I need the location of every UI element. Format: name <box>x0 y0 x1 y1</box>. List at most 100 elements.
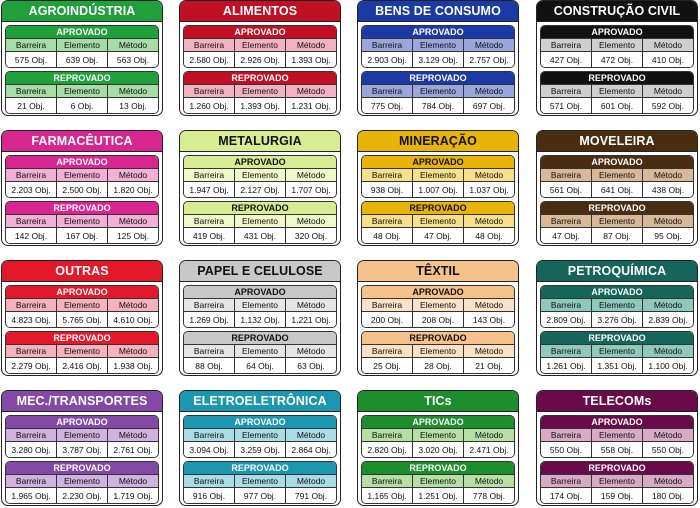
column-label-elemento: Elemento <box>592 429 643 442</box>
column-labels: Barreira Elemento Método <box>6 85 158 98</box>
value-barreira: 1.260 Obj. <box>184 98 235 113</box>
column-label-metodo: Método <box>464 345 514 358</box>
value-row: 3.094 Obj. 3.259 Obj. 2.864 Obj. <box>184 442 336 457</box>
column-label-barreira: Barreira <box>6 169 57 182</box>
column-labels: Barreira Elemento Método <box>6 475 158 488</box>
rejected-header: REPROVADO <box>184 462 336 475</box>
column-labels: Barreira Elemento Método <box>184 345 336 358</box>
column-label-barreira: Barreira <box>184 429 235 442</box>
sector-card-alimentos: ALIMENTOS APROVADO Barreira Elemento Método 2… <box>179 0 341 116</box>
column-label-barreira: Barreira <box>184 345 235 358</box>
value-barreira: 575 Obj. <box>6 52 57 67</box>
approved-section: APROVADO Barreira Elemento Método 2.820 Obj.… <box>361 415 515 458</box>
column-label-metodo: Método <box>464 169 514 182</box>
value-metodo: 697 Obj. <box>464 98 514 113</box>
value-row: 2.580 Obj. 2.926 Obj. 1.393 Obj. <box>184 52 336 67</box>
value-barreira: 1.261 Obj. <box>541 358 592 373</box>
value-elemento: 5.765 Obj. <box>57 312 108 327</box>
approved-header: APROVADO <box>184 26 336 39</box>
sector-title: PAPEL E CELULOSE <box>180 261 340 282</box>
value-row: 21 Obj. 6 Obj. 13 Obj. <box>6 98 158 113</box>
approved-header: APROVADO <box>362 416 514 429</box>
column-label-barreira: Barreira <box>362 299 413 312</box>
column-label-barreira: Barreira <box>6 215 57 228</box>
sector-title: AGROINDÚSTRIA <box>2 1 162 22</box>
approved-header: APROVADO <box>184 156 336 169</box>
value-barreira: 200 Obj. <box>362 312 413 327</box>
approved-header: APROVADO <box>541 156 693 169</box>
column-label-metodo: Método <box>643 169 693 182</box>
column-label-barreira: Barreira <box>184 475 235 488</box>
sector-card-papel-e-celulose: PAPEL E CELULOSE APROVADO Barreira Elemento… <box>179 260 341 376</box>
column-labels: Barreira Elemento Método <box>184 299 336 312</box>
sector-title: MOVELEIRA <box>537 131 697 152</box>
column-label-barreira: Barreira <box>541 169 592 182</box>
rejected-section: REPROVADO Barreira Elemento Método 1.165 Obj… <box>361 461 515 504</box>
sector-title: PETROQUÍMICA <box>537 261 697 282</box>
value-metodo: 143 Obj. <box>464 312 514 327</box>
column-label-elemento: Elemento <box>413 85 464 98</box>
column-label-barreira: Barreira <box>6 85 57 98</box>
column-labels: Barreira Elemento Método <box>6 345 158 358</box>
approved-section: APROVADO Barreira Elemento Método 4.823 Obj.… <box>5 285 159 328</box>
value-metodo: 1.221 Obj. <box>286 312 336 327</box>
approved-header: APROVADO <box>541 416 693 429</box>
value-elemento: 472 Obj. <box>592 52 643 67</box>
value-row: 2.279 Obj. 2.416 Obj. 1.938 Obj. <box>6 358 158 373</box>
value-metodo: 125 Obj. <box>108 228 158 243</box>
value-elemento: 2.500 Obj. <box>57 182 108 197</box>
column-label-metodo: Método <box>108 169 158 182</box>
value-barreira: 419 Obj. <box>184 228 235 243</box>
value-elemento: 3.259 Obj. <box>235 442 286 457</box>
column-label-metodo: Método <box>464 215 514 228</box>
column-labels: Barreira Elemento Método <box>541 215 693 228</box>
approved-header: APROVADO <box>6 286 158 299</box>
column-label-elemento: Elemento <box>592 85 643 98</box>
value-barreira: 1.965 Obj. <box>6 488 57 503</box>
column-label-elemento: Elemento <box>235 429 286 442</box>
value-elemento: 2.127 Obj. <box>235 182 286 197</box>
rejected-header: REPROVADO <box>6 332 158 345</box>
value-elemento: 2.926 Obj. <box>235 52 286 67</box>
sector-card-eletroeletronica: ELETROELETRÔNICA APROVADO Barreira Elemento… <box>179 390 341 506</box>
sector-title: TELECOMs <box>537 391 697 412</box>
value-metodo: 2.471 Obj. <box>464 442 514 457</box>
value-barreira: 1.165 Obj. <box>362 488 413 503</box>
rejected-header: REPROVADO <box>362 462 514 475</box>
value-metodo: 13 Obj. <box>108 98 158 113</box>
value-elemento: 87 Obj. <box>592 228 643 243</box>
column-label-elemento: Elemento <box>413 345 464 358</box>
approved-header: APROVADO <box>6 416 158 429</box>
value-metodo: 95 Obj. <box>643 228 693 243</box>
column-label-elemento: Elemento <box>592 299 643 312</box>
sector-card-petroquimica: PETROQUÍMICA APROVADO Barreira Elemento Méto… <box>536 260 698 376</box>
column-label-metodo: Método <box>286 429 336 442</box>
column-label-barreira: Barreira <box>6 429 57 442</box>
value-row: 2.809 Obj. 3.276 Obj. 2.839 Obj. <box>541 312 693 327</box>
column-label-elemento: Elemento <box>57 39 108 52</box>
value-elemento: 64 Obj. <box>235 358 286 373</box>
column-labels: Barreira Elemento Método <box>362 39 514 52</box>
value-barreira: 938 Obj. <box>362 182 413 197</box>
column-label-elemento: Elemento <box>413 475 464 488</box>
value-row: 938 Obj. 1.007 Obj. 1.037 Obj. <box>362 182 514 197</box>
column-label-metodo: Método <box>643 475 693 488</box>
column-label-elemento: Elemento <box>57 429 108 442</box>
value-metodo: 48 Obj. <box>464 228 514 243</box>
column-label-elemento: Elemento <box>57 215 108 228</box>
value-row: 25 Obj. 28 Obj. 21 Obj. <box>362 358 514 373</box>
column-label-barreira: Barreira <box>362 85 413 98</box>
rejected-section: REPROVADO Barreira Elemento Método 1.261 Obj… <box>540 331 694 374</box>
column-label-barreira: Barreira <box>541 345 592 358</box>
rejected-section: REPROVADO Barreira Elemento Método 916 Obj. 9… <box>183 461 337 504</box>
column-label-metodo: Método <box>108 475 158 488</box>
column-labels: Barreira Elemento Método <box>184 169 336 182</box>
value-row: 561 Obj. 641 Obj. 438 Obj. <box>541 182 693 197</box>
column-label-barreira: Barreira <box>541 475 592 488</box>
column-label-metodo: Método <box>108 39 158 52</box>
column-label-elemento: Elemento <box>235 39 286 52</box>
column-label-metodo: Método <box>286 475 336 488</box>
approved-section: APROVADO Barreira Elemento Método 2.580 Obj.… <box>183 25 337 68</box>
sector-title: BENS DE CONSUMO <box>358 1 518 22</box>
rejected-header: REPROVADO <box>184 202 336 215</box>
